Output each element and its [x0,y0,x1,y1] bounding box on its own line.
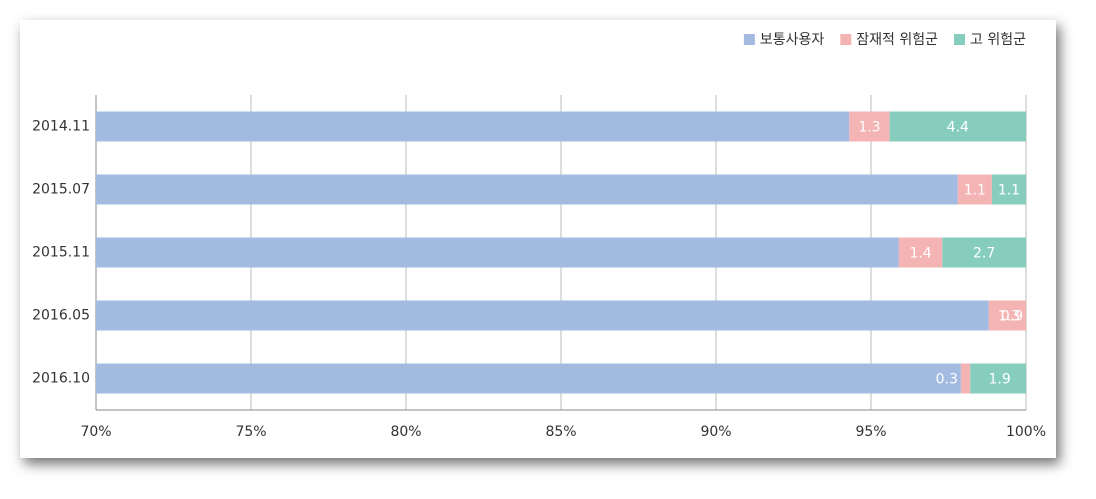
x-tick-label: 95% [855,424,886,440]
data-label: 0.9 [1001,309,1023,325]
bar-segment [96,111,850,142]
x-tick-label: 85% [545,424,576,440]
bar-segment [96,300,989,331]
bar-segment [898,237,943,268]
x-tick-label: 75% [235,424,266,440]
data-label: 0.3 [936,372,958,388]
y-tick-label: 2015.07 [32,182,90,198]
data-label: 1.9 [989,372,1011,388]
data-label: 1.4 [909,246,931,262]
y-tick-label: 2015.11 [32,245,90,261]
data-label: 2.7 [973,246,995,262]
bar-segment [849,111,890,142]
legend-label: 보통사용자 [760,32,825,48]
data-label: 4.4 [947,120,969,136]
bar-segment [970,363,1026,394]
y-tick-label: 2016.05 [32,308,90,324]
bar-segment [96,237,899,268]
bar-segment [957,174,992,205]
bar-segment [991,174,1026,205]
legend-label: 고 위험군 [970,32,1026,48]
legend-swatch [840,34,852,45]
x-tick-label: 80% [390,424,421,440]
legend-swatch [954,34,966,45]
data-label: 1.1 [964,183,986,199]
bar-segment [960,363,971,394]
x-tick-label: 100% [1006,424,1046,440]
y-tick-label: 2016.10 [32,371,90,387]
data-label: 1.3 [998,309,1020,325]
x-tick-label: 90% [700,424,731,440]
data-label: 1.1 [998,183,1020,199]
bar-segment [889,111,1026,142]
bar-segment [942,237,1026,268]
bar-segment [96,174,958,205]
x-tick-label: 70% [80,424,111,440]
data-label: 1.3 [858,120,880,136]
legend-label: 잠재적 위험군 [856,32,938,48]
legend-swatch [743,34,755,45]
y-tick-label: 2014.11 [32,119,90,135]
bar-segment [96,363,961,394]
bar-segment [988,300,1026,331]
